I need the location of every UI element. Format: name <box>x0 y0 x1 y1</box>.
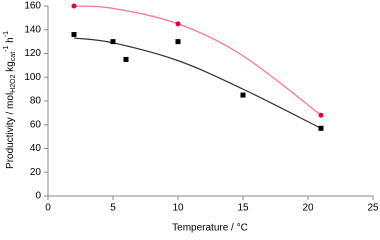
y-axis-title: Productivity / molH2O2 kgcat-1 h-1 <box>3 31 17 169</box>
x-tick-label: 20 <box>302 203 314 214</box>
y-title-sup: -1 <box>3 46 10 52</box>
marker <box>240 92 246 98</box>
marker <box>175 39 181 45</box>
trendline <box>73 37 322 129</box>
x-tick-label: 0 <box>45 203 51 214</box>
y-tick-label: 80 <box>30 96 42 107</box>
marker <box>175 21 181 27</box>
marker <box>71 3 77 9</box>
y-tick-label: 100 <box>24 72 41 83</box>
trendline <box>73 5 322 116</box>
marker <box>110 39 116 45</box>
y-tick-label: 140 <box>24 24 41 35</box>
x-tick-label: 25 <box>367 203 379 214</box>
y-tick-label: 120 <box>24 48 41 59</box>
marker <box>318 125 324 131</box>
y-title-sub: cat <box>10 52 17 61</box>
y-tick-label: 0 <box>35 191 41 202</box>
marker <box>71 32 77 37</box>
x-tick-label: 15 <box>237 203 249 214</box>
marker <box>123 56 129 62</box>
y-tick-label: 20 <box>30 167 42 178</box>
y-tick-label: 160 <box>24 1 41 12</box>
x-tick-label: 5 <box>110 203 116 214</box>
marker <box>318 112 324 118</box>
y-title-sub: H2O2 <box>10 74 17 92</box>
y-title-part: kg <box>5 61 16 74</box>
y-tick-label: 40 <box>30 143 42 154</box>
y-title-sup: -1 <box>3 31 10 37</box>
x-axis-title: Temperature / °C <box>172 223 248 234</box>
y-tick-label: 60 <box>30 119 42 130</box>
y-title-part: h <box>5 37 16 45</box>
y-title-part: Productivity / mol <box>5 93 16 169</box>
x-tick-label: 10 <box>172 203 184 214</box>
